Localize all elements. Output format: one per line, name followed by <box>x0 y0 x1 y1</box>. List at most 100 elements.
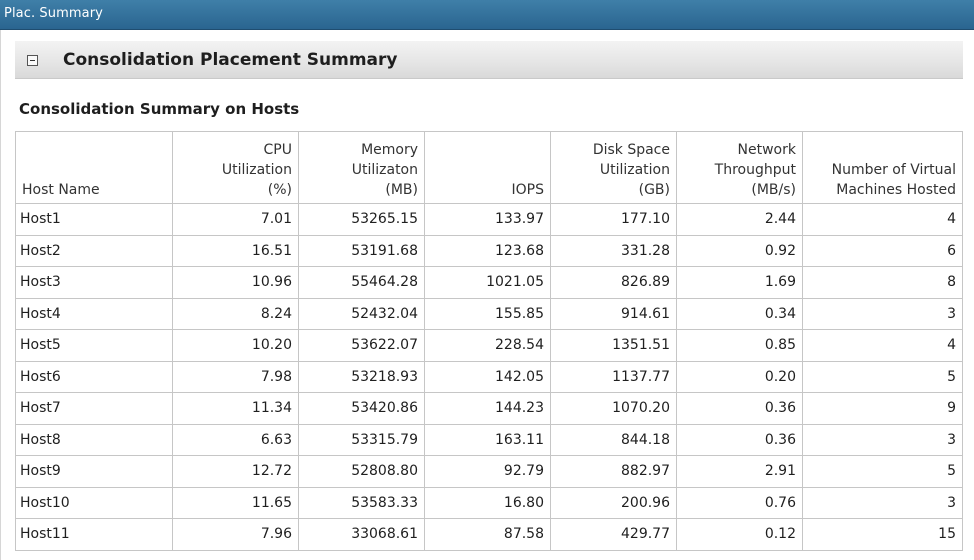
vm-count-cell: 6 <box>802 234 963 267</box>
collapse-icon[interactable] <box>27 55 38 66</box>
vm-count-cell: 3 <box>802 486 963 519</box>
host-name-cell: Host2 <box>15 234 173 267</box>
column-header-iops: IOPS <box>424 131 551 204</box>
vm-count-cell: 8 <box>802 266 963 299</box>
memory-utilization-cell: 53315.79 <box>298 423 425 456</box>
vm-count-cell: 3 <box>802 423 963 456</box>
column-header-label: Utilization <box>221 162 292 178</box>
iops-cell: 87.58 <box>424 518 551 551</box>
table-row: Host2 16.51 53191.68 123.68 331.28 0.92 6 <box>15 234 963 267</box>
column-header-memory: Memory Utilizaton (MB) <box>298 131 425 204</box>
host-name-cell: Host4 <box>15 297 173 330</box>
host-name-cell: Host6 <box>15 360 173 393</box>
vm-count-cell: 15 <box>802 518 963 551</box>
network-throughput-cell: 1.69 <box>676 266 803 299</box>
window-title: Plac. Summary <box>4 6 103 21</box>
column-header-vm-count: Number of Virtual Machines Hosted <box>802 131 963 204</box>
memory-utilization-cell: 53622.07 <box>298 329 425 362</box>
iops-cell: 92.79 <box>424 455 551 488</box>
iops-cell: 1021.05 <box>424 266 551 299</box>
host-name-cell: Host1 <box>15 203 173 236</box>
table-row: Host6 7.98 53218.93 142.05 1137.77 0.20 5 <box>15 360 963 393</box>
host-name-cell: Host7 <box>15 392 173 425</box>
disk-space-cell: 1070.20 <box>550 392 677 425</box>
disk-space-cell: 844.18 <box>550 423 677 456</box>
iops-cell: 155.85 <box>424 297 551 330</box>
iops-cell: 133.97 <box>424 203 551 236</box>
network-throughput-cell: 0.34 <box>676 297 803 330</box>
section-title: Consolidation Placement Summary <box>63 50 398 70</box>
network-throughput-cell: 2.91 <box>676 455 803 488</box>
vm-count-cell: 4 <box>802 203 963 236</box>
network-throughput-cell: 0.76 <box>676 486 803 519</box>
cpu-utilization-cell: 12.72 <box>172 455 299 488</box>
column-header-cpu: CPU Utilization (%) <box>172 131 299 204</box>
window-titlebar: Plac. Summary <box>0 0 974 30</box>
vm-count-cell: 5 <box>802 360 963 393</box>
host-name-cell: Host8 <box>15 423 173 456</box>
disk-space-cell: 200.96 <box>550 486 677 519</box>
column-header-label: Throughput <box>714 162 796 178</box>
summary-page: Consolidation Placement Summary Consolid… <box>0 30 974 560</box>
table-body: Host1 7.01 53265.15 133.97 177.10 2.44 4 Host2 1… <box>15 203 963 551</box>
cpu-utilization-cell: 8.24 <box>172 297 299 330</box>
table-row: Host7 11.34 53420.86 144.23 1070.20 0.36 9 <box>15 392 963 425</box>
table-row: Host8 6.63 53315.79 163.11 844.18 0.36 3 <box>15 423 963 456</box>
column-header-label: CPU <box>263 142 292 158</box>
cpu-utilization-cell: 11.65 <box>172 486 299 519</box>
column-header-disk: Disk Space Utilization (GB) <box>550 131 677 204</box>
network-throughput-cell: 2.44 <box>676 203 803 236</box>
disk-space-cell: 914.61 <box>550 297 677 330</box>
vm-count-cell: 9 <box>802 392 963 425</box>
iops-cell: 123.68 <box>424 234 551 267</box>
column-header-host-name: Host Name <box>15 131 173 204</box>
network-throughput-cell: 0.85 <box>676 329 803 362</box>
memory-utilization-cell: 53265.15 <box>298 203 425 236</box>
memory-utilization-cell: 52432.04 <box>298 297 425 330</box>
host-name-cell: Host9 <box>15 455 173 488</box>
column-header-label: Network <box>737 142 796 158</box>
disk-space-cell: 429.77 <box>550 518 677 551</box>
memory-utilization-cell: 55464.28 <box>298 266 425 299</box>
table-row: Host1 7.01 53265.15 133.97 177.10 2.44 4 <box>15 203 963 236</box>
column-header-label: Number of Virtual <box>831 162 956 178</box>
column-header-label: (MB) <box>385 182 418 198</box>
network-throughput-cell: 0.12 <box>676 518 803 551</box>
cpu-utilization-cell: 7.01 <box>172 203 299 236</box>
memory-utilization-cell: 53218.93 <box>298 360 425 393</box>
host-name-cell: Host5 <box>15 329 173 362</box>
table-row: Host5 10.20 53622.07 228.54 1351.51 0.85 4 <box>15 329 963 362</box>
disk-space-cell: 331.28 <box>550 234 677 267</box>
cpu-utilization-cell: 10.96 <box>172 266 299 299</box>
table-row: Host9 12.72 52808.80 92.79 882.97 2.91 5 <box>15 455 963 488</box>
disk-space-cell: 1351.51 <box>550 329 677 362</box>
iops-cell: 142.05 <box>424 360 551 393</box>
cpu-utilization-cell: 11.34 <box>172 392 299 425</box>
memory-utilization-cell: 53420.86 <box>298 392 425 425</box>
iops-cell: 228.54 <box>424 329 551 362</box>
memory-utilization-cell: 52808.80 <box>298 455 425 488</box>
disk-space-cell: 177.10 <box>550 203 677 236</box>
table-row: Host4 8.24 52432.04 155.85 914.61 0.34 3 <box>15 297 963 330</box>
column-header-label: Memory <box>361 142 418 158</box>
vm-count-cell: 3 <box>802 297 963 330</box>
table-row: Host3 10.96 55464.28 1021.05 826.89 1.69 8 <box>15 266 963 299</box>
cpu-utilization-cell: 10.20 <box>172 329 299 362</box>
table-header-row: Host Name CPU Utilization (%) Memory Uti… <box>15 131 963 204</box>
hosts-summary-heading: Consolidation Summary on Hosts <box>19 100 300 118</box>
iops-cell: 16.80 <box>424 486 551 519</box>
column-header-label: Host Name <box>22 182 100 198</box>
column-header-label: Machines Hosted <box>836 182 956 198</box>
memory-utilization-cell: 53583.33 <box>298 486 425 519</box>
network-throughput-cell: 0.36 <box>676 423 803 456</box>
column-header-network: Network Throughput (MB/s) <box>676 131 803 204</box>
cpu-utilization-cell: 6.63 <box>172 423 299 456</box>
column-header-label: (GB) <box>638 182 670 198</box>
cpu-utilization-cell: 7.98 <box>172 360 299 393</box>
column-header-label: Disk Space <box>592 142 670 158</box>
cpu-utilization-cell: 7.96 <box>172 518 299 551</box>
vm-count-cell: 5 <box>802 455 963 488</box>
column-header-label: Utilizaton <box>351 162 418 178</box>
column-header-label: IOPS <box>511 182 544 198</box>
section-header[interactable]: Consolidation Placement Summary <box>15 41 963 79</box>
